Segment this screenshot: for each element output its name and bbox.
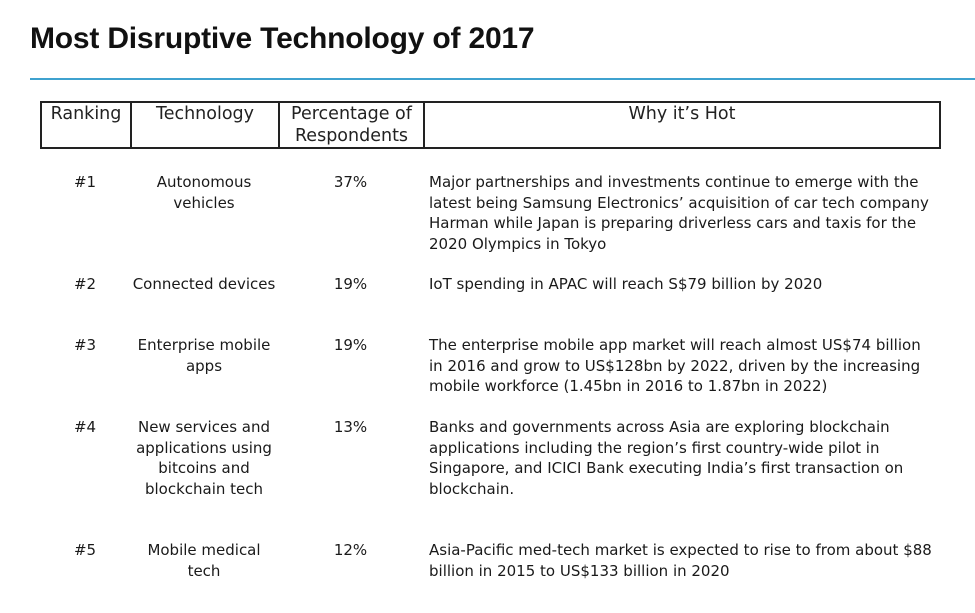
rank-cell: #2 <box>73 275 97 293</box>
rank-cell: #4 <box>73 418 97 436</box>
header-why-its-hot: Why it’s Hot <box>423 101 941 149</box>
rank-cell: #3 <box>73 336 97 354</box>
page-title: Most Disruptive Technology of 2017 <box>30 22 535 55</box>
why-cell: Asia-Pacific med-tech market is expected… <box>429 541 932 580</box>
why-cell: IoT spending in APAC will reach S$79 bil… <box>429 275 823 293</box>
percentage-cell: 19% <box>333 275 368 293</box>
why-cell: The enterprise mobile app market will re… <box>429 336 921 395</box>
percentage-cell: 37% <box>333 173 368 191</box>
why-cell: Banks and governments across Asia are ex… <box>429 418 904 498</box>
percentage-cell: 13% <box>333 418 368 436</box>
table-header: Ranking Technology Percentage of Respond… <box>40 101 941 149</box>
why-cell: Major partnerships and investments conti… <box>429 173 929 253</box>
technology-cell: Mobile medical tech <box>147 541 261 580</box>
technology-cell: Enterprise mobile apps <box>137 336 271 375</box>
rank-cell: #5 <box>73 541 97 559</box>
technology-cell: Connected devices <box>132 275 276 293</box>
header-ranking: Ranking <box>40 101 132 149</box>
rank-cell: #1 <box>73 173 97 191</box>
technology-cell: New services and applications using bitc… <box>136 418 272 498</box>
title-divider <box>30 78 975 80</box>
percentage-cell: 19% <box>333 336 368 354</box>
technology-cell: Autonomous vehicles <box>156 173 252 212</box>
header-row: Ranking Technology Percentage of Respond… <box>40 101 941 149</box>
header-technology: Technology <box>130 101 280 149</box>
percentage-cell: 12% <box>333 541 368 559</box>
header-percentage: Percentage of Respondents <box>278 101 425 149</box>
